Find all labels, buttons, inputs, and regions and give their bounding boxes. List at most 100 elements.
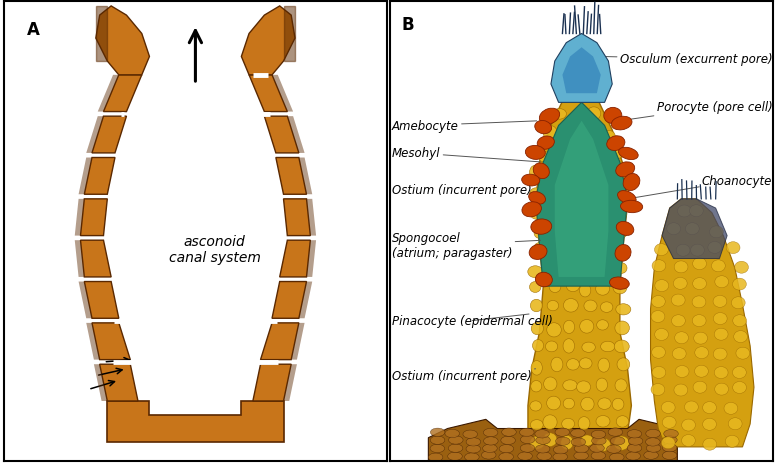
Ellipse shape	[596, 228, 608, 239]
Ellipse shape	[599, 189, 613, 200]
Ellipse shape	[714, 367, 728, 379]
Polygon shape	[249, 75, 287, 113]
Ellipse shape	[614, 209, 627, 220]
Ellipse shape	[547, 301, 559, 311]
Ellipse shape	[584, 208, 597, 221]
Ellipse shape	[580, 151, 592, 162]
Ellipse shape	[530, 188, 542, 200]
Polygon shape	[260, 323, 299, 360]
Ellipse shape	[617, 226, 628, 238]
Polygon shape	[272, 75, 293, 113]
Text: Spongocoel
(atrium; paragaster): Spongocoel (atrium; paragaster)	[392, 232, 541, 259]
Text: A: A	[27, 21, 40, 38]
Polygon shape	[284, 7, 295, 62]
Ellipse shape	[736, 347, 750, 359]
Ellipse shape	[733, 315, 747, 327]
Polygon shape	[284, 200, 310, 236]
Ellipse shape	[536, 436, 550, 444]
Ellipse shape	[692, 296, 706, 308]
Ellipse shape	[671, 315, 685, 327]
Ellipse shape	[601, 263, 615, 276]
Ellipse shape	[664, 430, 678, 438]
Ellipse shape	[539, 109, 559, 125]
Ellipse shape	[529, 282, 541, 293]
Ellipse shape	[574, 444, 589, 453]
Ellipse shape	[662, 444, 677, 452]
Ellipse shape	[626, 452, 640, 460]
Ellipse shape	[567, 205, 581, 218]
Ellipse shape	[651, 311, 665, 323]
Ellipse shape	[596, 416, 610, 427]
Ellipse shape	[655, 329, 668, 341]
Ellipse shape	[715, 383, 729, 395]
Ellipse shape	[576, 108, 587, 122]
Ellipse shape	[448, 436, 463, 444]
Ellipse shape	[525, 146, 545, 160]
Ellipse shape	[674, 384, 688, 396]
Ellipse shape	[672, 348, 686, 360]
Ellipse shape	[543, 433, 557, 447]
Ellipse shape	[531, 300, 542, 312]
Ellipse shape	[612, 399, 624, 410]
Ellipse shape	[534, 243, 545, 256]
Ellipse shape	[694, 332, 708, 344]
Ellipse shape	[568, 188, 580, 200]
Ellipse shape	[693, 382, 707, 393]
Ellipse shape	[715, 276, 729, 288]
Ellipse shape	[552, 109, 566, 120]
Polygon shape	[94, 364, 107, 401]
Ellipse shape	[580, 284, 591, 297]
Text: Mesohyl: Mesohyl	[392, 147, 541, 163]
Ellipse shape	[616, 222, 634, 236]
Ellipse shape	[563, 339, 574, 353]
Ellipse shape	[597, 320, 608, 330]
Ellipse shape	[587, 107, 601, 121]
Ellipse shape	[521, 175, 540, 187]
Ellipse shape	[702, 402, 716, 413]
Ellipse shape	[712, 260, 725, 272]
Ellipse shape	[430, 428, 445, 437]
Ellipse shape	[578, 417, 590, 430]
Ellipse shape	[611, 437, 625, 445]
Text: asconoid
canal system: asconoid canal system	[169, 235, 260, 265]
Ellipse shape	[535, 430, 549, 438]
Ellipse shape	[702, 419, 716, 430]
Ellipse shape	[483, 428, 498, 437]
Polygon shape	[86, 323, 99, 360]
Polygon shape	[96, 7, 149, 75]
Ellipse shape	[731, 297, 745, 309]
Ellipse shape	[522, 202, 542, 217]
Ellipse shape	[596, 283, 610, 295]
Polygon shape	[75, 200, 85, 236]
Ellipse shape	[599, 168, 611, 180]
Polygon shape	[107, 401, 284, 442]
Ellipse shape	[566, 281, 580, 292]
Polygon shape	[85, 282, 119, 319]
Ellipse shape	[608, 428, 622, 436]
Ellipse shape	[604, 108, 622, 124]
Text: Pinacocyte (epidermal cell): Pinacocyte (epidermal cell)	[392, 314, 553, 327]
Ellipse shape	[651, 384, 665, 396]
Ellipse shape	[561, 436, 573, 450]
Ellipse shape	[566, 359, 580, 370]
Ellipse shape	[627, 444, 642, 452]
Ellipse shape	[599, 149, 611, 162]
Polygon shape	[535, 103, 628, 287]
Ellipse shape	[529, 166, 541, 180]
Ellipse shape	[584, 300, 597, 312]
Polygon shape	[563, 48, 601, 94]
Text: Osculum (excurrent pore): Osculum (excurrent pore)	[604, 53, 772, 66]
Ellipse shape	[553, 453, 567, 461]
Polygon shape	[555, 121, 608, 277]
Ellipse shape	[591, 451, 605, 460]
Ellipse shape	[501, 436, 515, 444]
Ellipse shape	[685, 401, 699, 413]
Ellipse shape	[551, 357, 563, 372]
Polygon shape	[242, 7, 295, 75]
Ellipse shape	[563, 244, 577, 258]
Ellipse shape	[577, 381, 591, 393]
Ellipse shape	[655, 280, 669, 292]
Ellipse shape	[535, 445, 550, 453]
Ellipse shape	[692, 315, 706, 327]
Ellipse shape	[590, 444, 605, 452]
